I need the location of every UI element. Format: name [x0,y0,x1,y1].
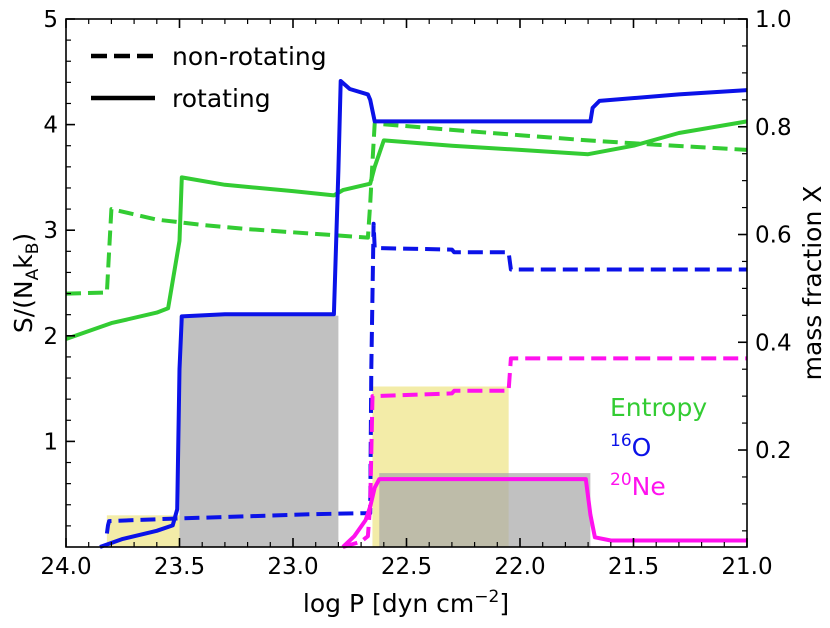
annotation-neon-sup: 20 [610,470,632,490]
shaded-regions [106,315,591,547]
annotation-neon-20: 20Ne [610,470,666,501]
neon-solid-line [341,477,747,549]
y-left-tick-label: 3 [43,218,58,244]
y-right-tick-label: 0.4 [755,330,792,356]
annotation-oxygen-label: O [632,433,652,462]
x-axis-label: log P [dyn cm−2] [303,587,509,618]
legend: non-rotating rotating [91,42,327,113]
y-left-tick-label: 5 [43,7,58,33]
y-right-tick-label: 0.6 [755,223,792,249]
x-tick-label: 21.5 [608,554,659,580]
x-tick-label: 22.0 [494,554,545,580]
annotation-oxygen-16: 16O [610,431,651,462]
x-tick-label: 21.0 [721,554,772,580]
y-right-tick-label: 0.8 [755,115,792,141]
x-tick-label: 23.0 [267,554,318,580]
y-right-tick-label: 1.0 [755,7,792,33]
y-left-label-mid: k [9,254,38,269]
tick-labels: 24.0 23.5 23.0 22.5 22.0 21.5 21.0 1 2 3 4 5 0.2 0.4 0… [40,7,791,580]
series-lines [65,79,748,549]
annotation-neon-label: Ne [632,472,666,501]
x-tick-label: 24.0 [40,554,91,580]
y-left-label-close: ) [9,233,38,243]
shaded-region-gray-3 [379,473,591,547]
y-axis-label-right: mass fraction X [798,186,827,381]
y-left-label-sub1: A [23,268,43,280]
y-left-tick-label: 1 [43,429,58,455]
entropy-solid-line [65,119,748,341]
oxygen-solid-line [99,79,748,549]
x-axis-label-main: log P [dyn cm [303,589,474,618]
y-left-label-main: S/(N [9,280,38,333]
legend-label-rotating: rotating [172,84,271,113]
annotations: Entropy 16O 20Ne [610,393,707,501]
y-axis-label-left: S/(NAkB) [9,233,43,333]
x-axis-label-close: ] [499,589,509,618]
neon-dashed-line [342,356,747,549]
axis-ticks [65,18,748,547]
legend-label-non-rotating: non-rotating [172,42,327,71]
y-right-tick-label: 0.2 [755,438,792,464]
annotation-oxygen-sup: 16 [610,431,632,451]
x-tick-label: 23.5 [154,554,205,580]
y-left-label-sub2: B [23,243,43,255]
y-left-tick-label: 4 [43,113,58,139]
y-left-tick-label: 2 [43,324,58,350]
entropy-dashed-line [65,121,748,296]
oxygen-dashed-line [104,221,747,534]
shaded-region-gray-1 [179,315,339,547]
x-axis-label-sup: −2 [474,587,499,607]
annotation-entropy: Entropy [610,393,707,422]
x-tick-label: 22.5 [381,554,432,580]
